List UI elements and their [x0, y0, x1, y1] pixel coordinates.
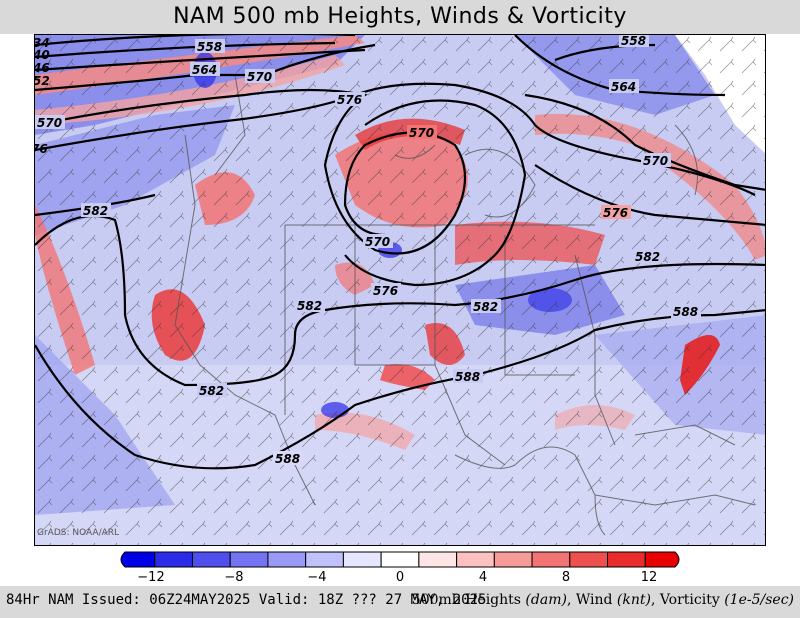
colorbar-swatch: [267, 551, 307, 568]
colorbar-label: −8: [224, 570, 244, 585]
height-contours: [35, 35, 765, 470]
edge-label: 40: [35, 48, 50, 62]
footer-unit: (1e-5/sec): [724, 592, 794, 608]
colorbar-swatch: [644, 551, 680, 568]
colorbar-label: −4: [307, 570, 327, 585]
colorbar: [120, 551, 680, 568]
colorbar-swatch: [191, 551, 231, 568]
contour-label: 564: [192, 63, 217, 77]
colorbar-swatch: [493, 551, 533, 568]
footer-unit: (dam): [525, 592, 567, 608]
colorbar-label: 12: [640, 570, 658, 585]
contour-label: 582: [199, 384, 224, 398]
colorbar-swatch: [305, 551, 344, 568]
colorbar-swatch: [380, 551, 420, 568]
contour-label: 570: [409, 126, 434, 140]
credit-text: GrADS: NOAA/ARL: [37, 528, 120, 538]
contour-label: 582: [83, 204, 108, 218]
contour-label: 588: [275, 452, 300, 466]
contour-label: 570: [247, 70, 272, 84]
contour-label: 576: [603, 206, 628, 220]
contour-label: 558: [621, 35, 646, 48]
colorbar-swatch: [456, 551, 495, 568]
contour-label: 582: [635, 250, 660, 264]
footer-text: , Wind: [566, 592, 617, 608]
contour-label: 576: [373, 284, 398, 298]
footer-bar: [0, 586, 800, 618]
contour-label: 588: [673, 305, 698, 319]
edge-label: 76: [35, 142, 48, 156]
footer-text: , Vorticity: [650, 592, 725, 608]
colorbar-label: 8: [561, 570, 571, 585]
colorbar-swatch: [418, 551, 458, 568]
map-title: NAM 500 mb Heights, Winds & Vorticity: [173, 4, 627, 29]
colorbar-swatch: [569, 551, 609, 568]
contour-label: 564: [611, 80, 636, 94]
edge-label: 570: [37, 116, 62, 130]
title-bar: [0, 0, 800, 34]
footer-text: 500mb Heights: [411, 592, 526, 608]
contour-label: 576: [337, 93, 362, 107]
contour-label: 570: [643, 154, 668, 168]
colorbar-swatch: [154, 551, 193, 568]
contour-labels: 558 564 570 576 570 570 582 576 582 582 …: [35, 35, 701, 466]
colorbar-swatch: [229, 551, 269, 568]
colorbar-swatch: [531, 551, 571, 568]
colorbar-swatch: [120, 551, 156, 568]
colorbar-label: 4: [478, 570, 488, 585]
footer-legend-text: 500mb Heights (dam), Wind (knt), Vortici…: [412, 592, 794, 608]
contour-label: 588: [455, 370, 480, 384]
vorticity-map: 558 564 570 576 570 570 582 576 582 582 …: [35, 35, 765, 545]
footer-issue-info: 84Hr NAM Issued: 06Z24MAY2025 Valid: 18Z…: [6, 592, 487, 608]
map-panel: 558 564 570 576 570 570 582 576 582 582 …: [34, 34, 766, 546]
edge-label: 46: [35, 61, 50, 75]
edge-label: 52: [35, 74, 50, 88]
contour-label: 582: [473, 300, 498, 314]
contour-label: 558: [197, 40, 222, 54]
contour-label: 570: [365, 235, 390, 249]
colorbar-swatch: [342, 551, 382, 568]
edge-label: 34: [35, 36, 50, 50]
colorbar-label: −12: [137, 570, 165, 585]
geographic-boundaries: [174, 74, 756, 536]
colorbar-swatch: [607, 551, 646, 568]
colorbar-label: 0: [395, 570, 405, 585]
contour-label: 582: [297, 299, 322, 313]
footer-unit: (knt): [616, 592, 651, 608]
